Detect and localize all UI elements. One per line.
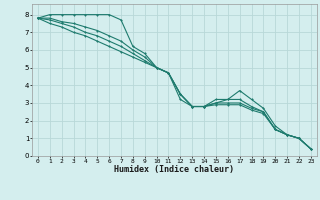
X-axis label: Humidex (Indice chaleur): Humidex (Indice chaleur) xyxy=(115,165,234,174)
